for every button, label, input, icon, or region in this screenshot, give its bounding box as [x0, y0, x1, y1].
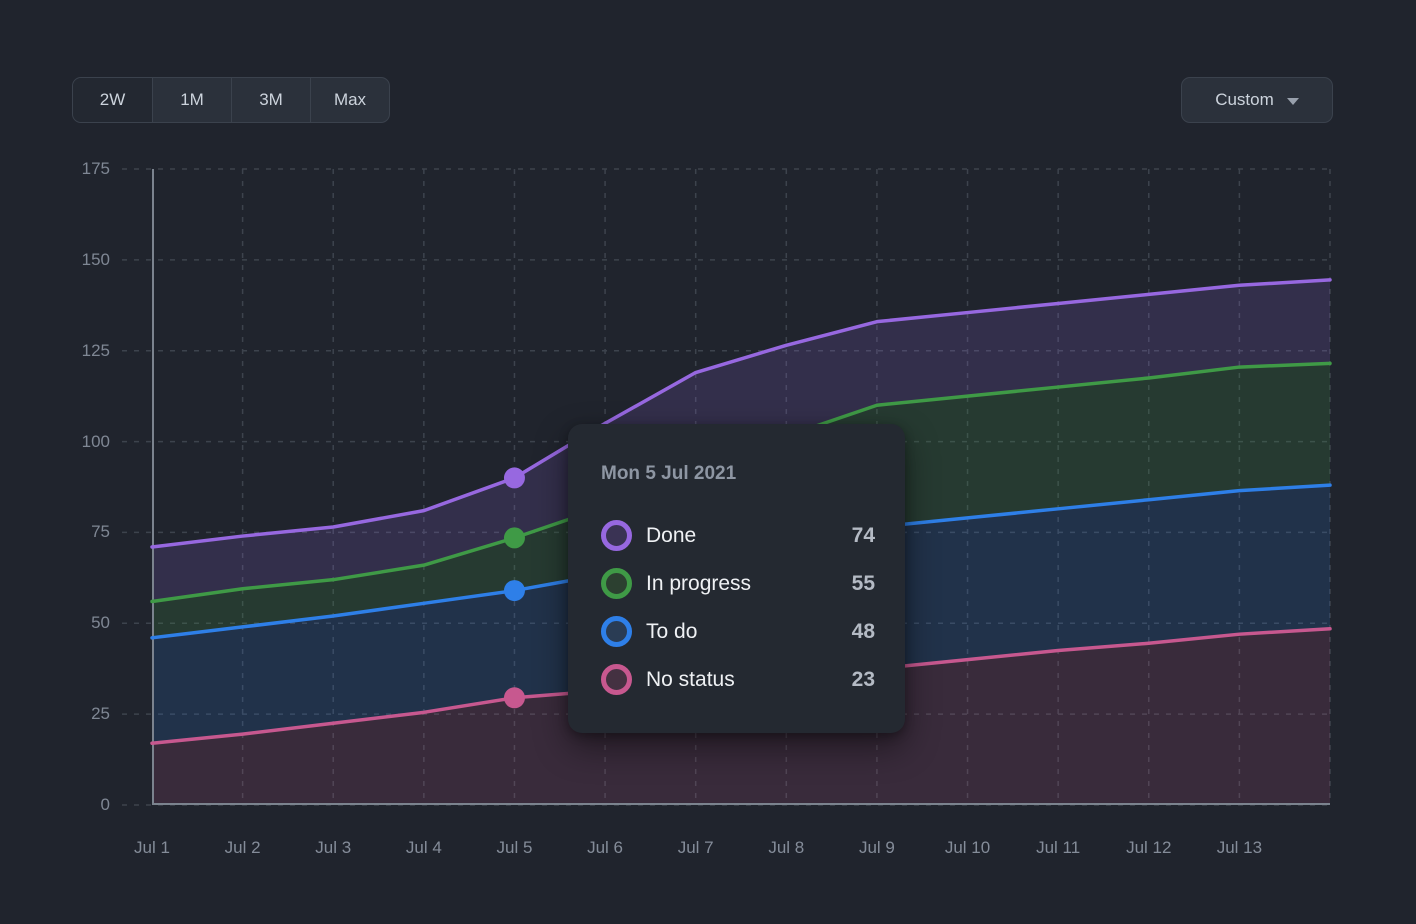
tooltip-series-value: 48	[852, 621, 875, 642]
y-axis-tick-label: 75	[30, 522, 110, 542]
tooltip-series-value: 74	[852, 525, 875, 546]
tooltip-row: Done74	[601, 511, 875, 559]
tooltip-series-label: To do	[646, 621, 852, 642]
x-axis-tick-label: Jul 3	[287, 838, 379, 858]
range-button-1m[interactable]: 1M	[152, 78, 231, 122]
y-axis-tick-label: 175	[30, 159, 110, 179]
series-ring-icon	[601, 664, 632, 695]
x-axis-tick-label: Jul 6	[559, 838, 651, 858]
range-button-3m[interactable]: 3M	[231, 78, 310, 122]
x-axis-tick-label: Jul 8	[740, 838, 832, 858]
tooltip-series-label: In progress	[646, 573, 852, 594]
tooltip-row: In progress55	[601, 559, 875, 607]
range-button-2w[interactable]: 2W	[73, 78, 152, 122]
x-axis-tick-label: Jul 7	[650, 838, 742, 858]
data-point-marker-no-status	[504, 687, 525, 708]
x-axis-tick-label: Jul 9	[831, 838, 923, 858]
series-ring-icon	[601, 520, 632, 551]
x-axis-tick-label: Jul 13	[1193, 838, 1285, 858]
y-axis-tick-label: 150	[30, 250, 110, 270]
custom-range-dropdown[interactable]: Custom	[1181, 77, 1333, 123]
tooltip-row: To do48	[601, 607, 875, 655]
x-axis-tick-label: Jul 11	[1012, 838, 1104, 858]
x-axis-tick-label: Jul 4	[378, 838, 470, 858]
tooltip-series-value: 23	[852, 669, 875, 690]
data-point-marker-to-do	[504, 580, 525, 601]
x-axis-tick-label: Jul 5	[468, 838, 560, 858]
x-axis-tick-label: Jul 2	[197, 838, 289, 858]
series-ring-icon	[601, 616, 632, 647]
tooltip-series-label: Done	[646, 525, 852, 546]
tooltip-series-label: No status	[646, 669, 852, 690]
tooltip-series-value: 55	[852, 573, 875, 594]
range-button-max[interactable]: Max	[310, 78, 389, 122]
tooltip-date-title: Mon 5 Jul 2021	[601, 464, 875, 483]
y-axis-tick-label: 100	[30, 432, 110, 452]
x-axis-tick-label: Jul 12	[1103, 838, 1195, 858]
y-axis-tick-label: 50	[30, 613, 110, 633]
data-point-marker-done	[504, 467, 525, 488]
custom-range-label: Custom	[1215, 90, 1274, 110]
y-axis-tick-label: 125	[30, 341, 110, 361]
chevron-down-icon	[1287, 98, 1299, 105]
tooltip-row: No status23	[601, 655, 875, 703]
y-axis-tick-label: 0	[30, 795, 110, 815]
chart-tooltip: Mon 5 Jul 2021 Done74In progress55To do4…	[568, 424, 905, 733]
y-axis-tick-label: 25	[30, 704, 110, 724]
series-ring-icon	[601, 568, 632, 599]
x-axis-tick-label: Jul 10	[922, 838, 1014, 858]
x-axis-tick-label: Jul 1	[106, 838, 198, 858]
time-range-selector: 2W 1M 3M Max	[72, 77, 390, 123]
data-point-marker-in-progress	[504, 527, 525, 548]
